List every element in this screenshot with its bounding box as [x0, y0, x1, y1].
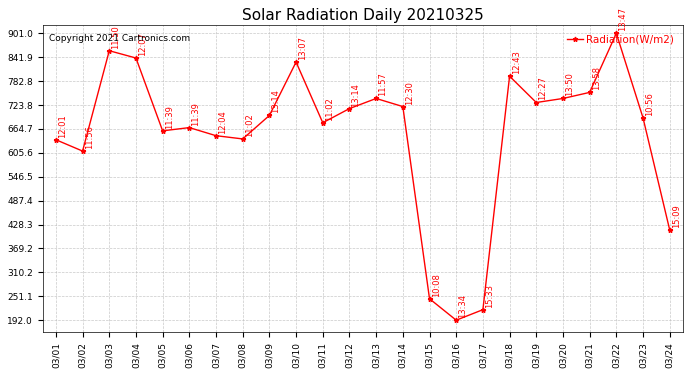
Text: 11:57: 11:57 [378, 73, 387, 96]
Text: 11:02: 11:02 [325, 97, 334, 121]
Legend: Radiation(W/m2): Radiation(W/m2) [563, 30, 678, 49]
Text: 11:39: 11:39 [191, 102, 201, 126]
Text: 11:56: 11:56 [85, 125, 94, 149]
Text: 13:50: 13:50 [565, 73, 574, 96]
Radiation(W/m2) [52, 138, 60, 142]
Text: 13:58: 13:58 [592, 66, 601, 90]
Line: Radiation(W/m2): Radiation(W/m2) [53, 31, 672, 322]
Radiation(W/m2) [559, 96, 567, 101]
Title: Solar Radiation Daily 20210325: Solar Radiation Daily 20210325 [242, 8, 484, 22]
Text: 10:08: 10:08 [432, 273, 441, 297]
Text: 12:43: 12:43 [512, 50, 521, 74]
Radiation(W/m2) [425, 297, 433, 301]
Radiation(W/m2) [319, 120, 327, 125]
Text: 15:09: 15:09 [672, 204, 681, 228]
Text: Copyright 2021 Cartronics.com: Copyright 2021 Cartronics.com [49, 34, 190, 44]
Text: 13:14: 13:14 [352, 83, 361, 106]
Radiation(W/m2) [399, 104, 407, 109]
Radiation(W/m2) [372, 96, 380, 101]
Radiation(W/m2) [185, 125, 193, 130]
Text: 12:27: 12:27 [538, 76, 547, 101]
Radiation(W/m2) [239, 136, 247, 141]
Text: 13:07: 13:07 [298, 36, 307, 60]
Text: 11:39: 11:39 [165, 105, 174, 129]
Text: 12:30: 12:30 [405, 81, 414, 105]
Text: 12:07: 12:07 [138, 32, 147, 56]
Text: 13:34: 13:34 [458, 294, 467, 318]
Radiation(W/m2) [506, 74, 514, 78]
Radiation(W/m2) [159, 129, 167, 133]
Text: 13:47: 13:47 [618, 7, 627, 31]
Radiation(W/m2) [586, 90, 594, 94]
Text: 15:33: 15:33 [485, 284, 494, 308]
Radiation(W/m2) [452, 318, 460, 322]
Radiation(W/m2) [532, 100, 540, 105]
Radiation(W/m2) [132, 56, 140, 60]
Radiation(W/m2) [212, 134, 220, 138]
Radiation(W/m2) [292, 60, 300, 64]
Radiation(W/m2) [79, 149, 87, 153]
Text: 11:02: 11:02 [245, 113, 254, 137]
Radiation(W/m2) [479, 308, 487, 312]
Text: 12:01: 12:01 [58, 114, 67, 138]
Text: 12:04: 12:04 [218, 110, 227, 134]
Radiation(W/m2) [345, 106, 353, 111]
Text: 13:14: 13:14 [272, 90, 281, 114]
Radiation(W/m2) [105, 48, 113, 53]
Radiation(W/m2) [666, 228, 674, 232]
Text: 11:50: 11:50 [111, 25, 120, 49]
Radiation(W/m2) [265, 113, 273, 118]
Radiation(W/m2) [639, 116, 647, 120]
Text: 10:56: 10:56 [645, 92, 654, 116]
Radiation(W/m2) [612, 31, 620, 36]
